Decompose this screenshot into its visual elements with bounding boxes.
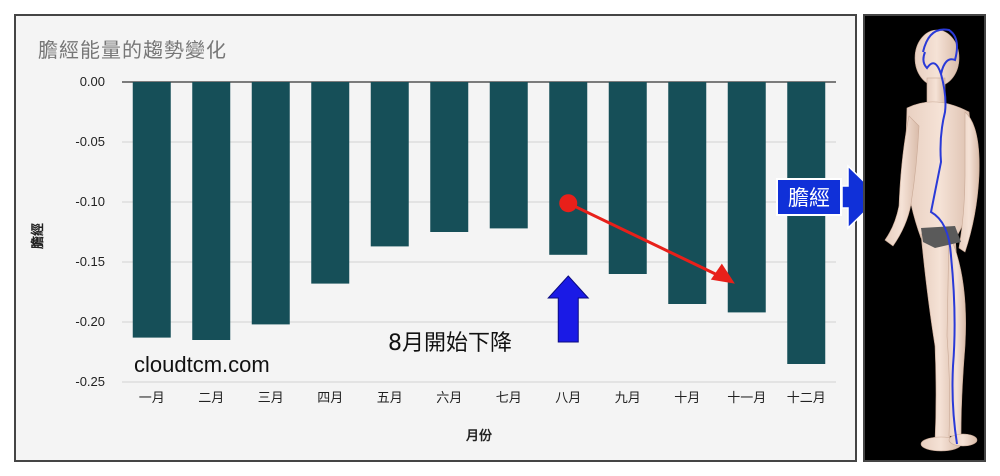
up-arrow [547, 275, 590, 343]
x-tick-label: 九月 [615, 391, 641, 406]
gallbladder-meridian-label: 膽經 [776, 178, 842, 216]
x-tick-label: 十月 [674, 391, 700, 406]
y-axis-title: 膽經 [30, 223, 46, 249]
bar [311, 82, 350, 284]
bar [787, 82, 826, 364]
x-tick-label: 一月 [139, 391, 165, 406]
watermark-text: cloudtcm.com [134, 352, 270, 377]
x-tick-label: 六月 [436, 391, 462, 406]
x-tick-label: 五月 [377, 391, 403, 406]
x-tick-label: 七月 [496, 391, 522, 406]
bar [727, 82, 766, 313]
bar [251, 82, 290, 325]
y-tick-label: -0.05 [75, 134, 105, 149]
bar [132, 82, 171, 338]
bar [549, 82, 588, 255]
x-tick-label: 二月 [198, 391, 224, 406]
x-tick-label: 十二月 [787, 391, 826, 406]
bar [668, 82, 707, 304]
trend-arrow-head [710, 263, 735, 284]
x-tick-label: 十一月 [727, 391, 766, 406]
bar [370, 82, 409, 247]
y-tick-label: 0.00 [80, 74, 105, 89]
trend-arrow-line [567, 201, 722, 278]
human-body-figure [884, 28, 980, 452]
trend-arrow-start-dot [559, 194, 578, 213]
decline-note: 8月開始下降 [388, 331, 512, 356]
bar [430, 82, 469, 232]
y-tick-label: -0.20 [75, 314, 105, 329]
bar [192, 82, 231, 340]
bar [489, 82, 528, 229]
body-figure-panel [863, 14, 986, 462]
bar [608, 82, 647, 274]
y-tick-label: -0.15 [75, 254, 105, 269]
chart-title: 膽經能量的趨勢變化 [38, 38, 227, 62]
x-tick-label: 八月 [555, 391, 581, 406]
x-axis-title: 月份 [465, 428, 493, 444]
x-tick-label: 三月 [258, 391, 284, 406]
x-tick-label: 四月 [317, 391, 343, 406]
y-tick-label: -0.10 [75, 194, 105, 209]
y-tick-label: -0.25 [75, 374, 105, 389]
